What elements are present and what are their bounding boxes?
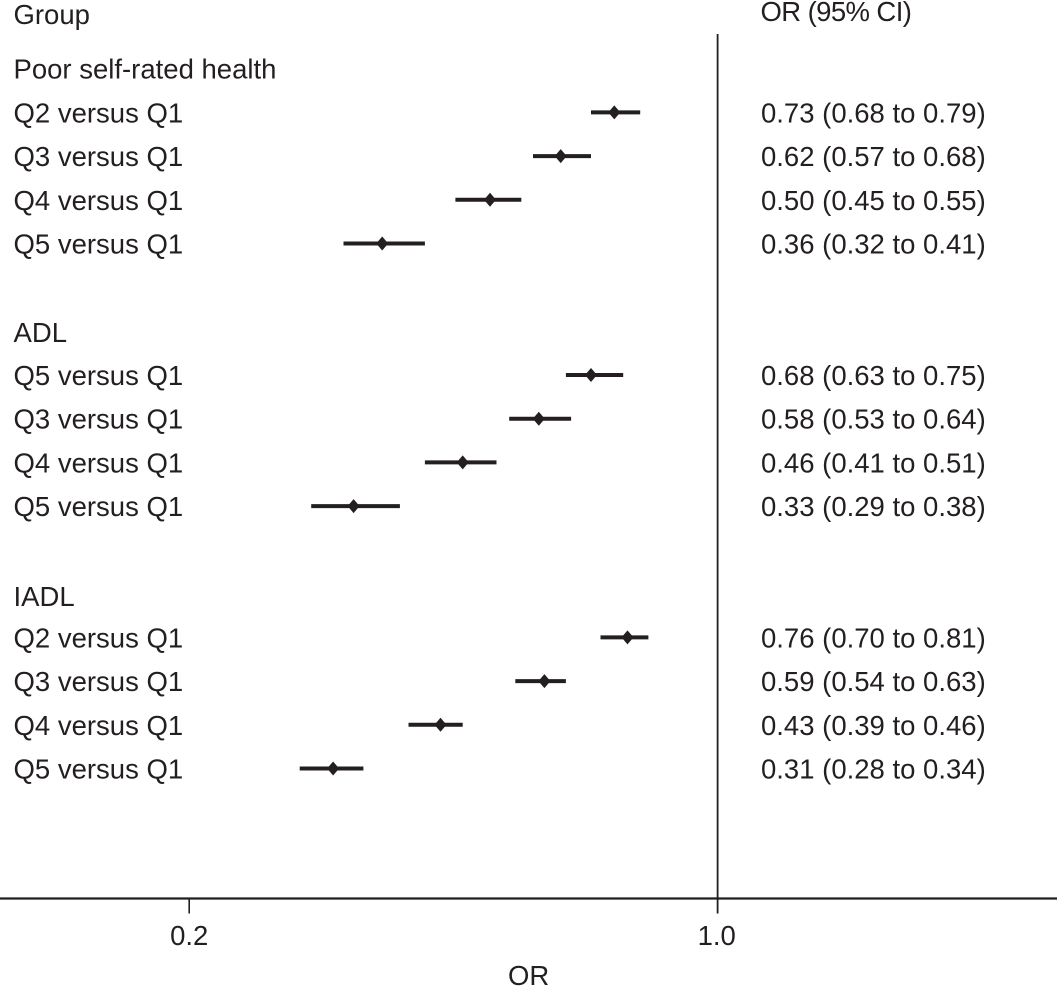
svg-text:0.62 (0.57 to 0.68): 0.62 (0.57 to 0.68) xyxy=(761,141,986,172)
svg-text:1.0: 1.0 xyxy=(698,920,736,951)
svg-text:0.58 (0.53 to 0.64): 0.58 (0.53 to 0.64) xyxy=(761,404,986,435)
svg-text:OR: OR xyxy=(508,960,549,986)
svg-text:Q5 versus Q1: Q5 versus Q1 xyxy=(14,229,184,260)
svg-text:Q2 versus Q1: Q2 versus Q1 xyxy=(14,97,184,128)
svg-text:0.33 (0.29 to 0.38): 0.33 (0.29 to 0.38) xyxy=(761,491,986,522)
svg-text:Q4 versus Q1: Q4 versus Q1 xyxy=(14,185,184,216)
svg-text:Q5 versus Q1: Q5 versus Q1 xyxy=(14,360,184,391)
svg-text:0.76 (0.70 to 0.81): 0.76 (0.70 to 0.81) xyxy=(761,622,986,653)
svg-text:0.50 (0.45 to 0.55): 0.50 (0.45 to 0.55) xyxy=(761,185,986,216)
svg-text:OR (95% CI): OR (95% CI) xyxy=(761,0,912,27)
svg-text:Q3 versus Q1: Q3 versus Q1 xyxy=(14,666,184,697)
svg-text:Q4 versus Q1: Q4 versus Q1 xyxy=(14,447,184,478)
svg-text:Q4 versus Q1: Q4 versus Q1 xyxy=(14,710,184,741)
svg-text:Q5 versus Q1: Q5 versus Q1 xyxy=(14,491,184,522)
svg-text:Q3 versus Q1: Q3 versus Q1 xyxy=(14,404,184,435)
svg-text:IADL: IADL xyxy=(14,581,75,612)
svg-text:0.43 (0.39 to 0.46): 0.43 (0.39 to 0.46) xyxy=(761,710,986,741)
svg-text:Q2 versus Q1: Q2 versus Q1 xyxy=(14,622,184,653)
svg-text:0.36 (0.32 to 0.41): 0.36 (0.32 to 0.41) xyxy=(761,229,986,260)
svg-text:Q5 versus Q1: Q5 versus Q1 xyxy=(14,754,184,785)
svg-text:ADL: ADL xyxy=(14,317,68,348)
svg-text:Poor self-rated health: Poor self-rated health xyxy=(14,54,277,85)
svg-text:Q3 versus Q1: Q3 versus Q1 xyxy=(14,141,184,172)
svg-text:0.2: 0.2 xyxy=(170,920,208,951)
svg-text:0.73 (0.68 to 0.79): 0.73 (0.68 to 0.79) xyxy=(761,97,986,128)
svg-text:0.68 (0.63 to 0.75): 0.68 (0.63 to 0.75) xyxy=(761,360,986,391)
svg-text:0.46 (0.41 to 0.51): 0.46 (0.41 to 0.51) xyxy=(761,447,986,478)
svg-text:0.59 (0.54 to 0.63): 0.59 (0.54 to 0.63) xyxy=(761,666,986,697)
svg-text:Group: Group xyxy=(14,0,90,30)
svg-text:0.31 (0.28 to 0.34): 0.31 (0.28 to 0.34) xyxy=(761,754,986,785)
